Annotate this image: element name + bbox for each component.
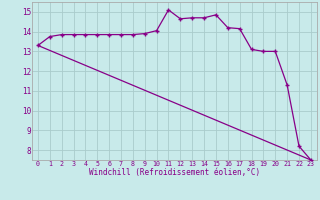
X-axis label: Windchill (Refroidissement éolien,°C): Windchill (Refroidissement éolien,°C) <box>89 168 260 177</box>
